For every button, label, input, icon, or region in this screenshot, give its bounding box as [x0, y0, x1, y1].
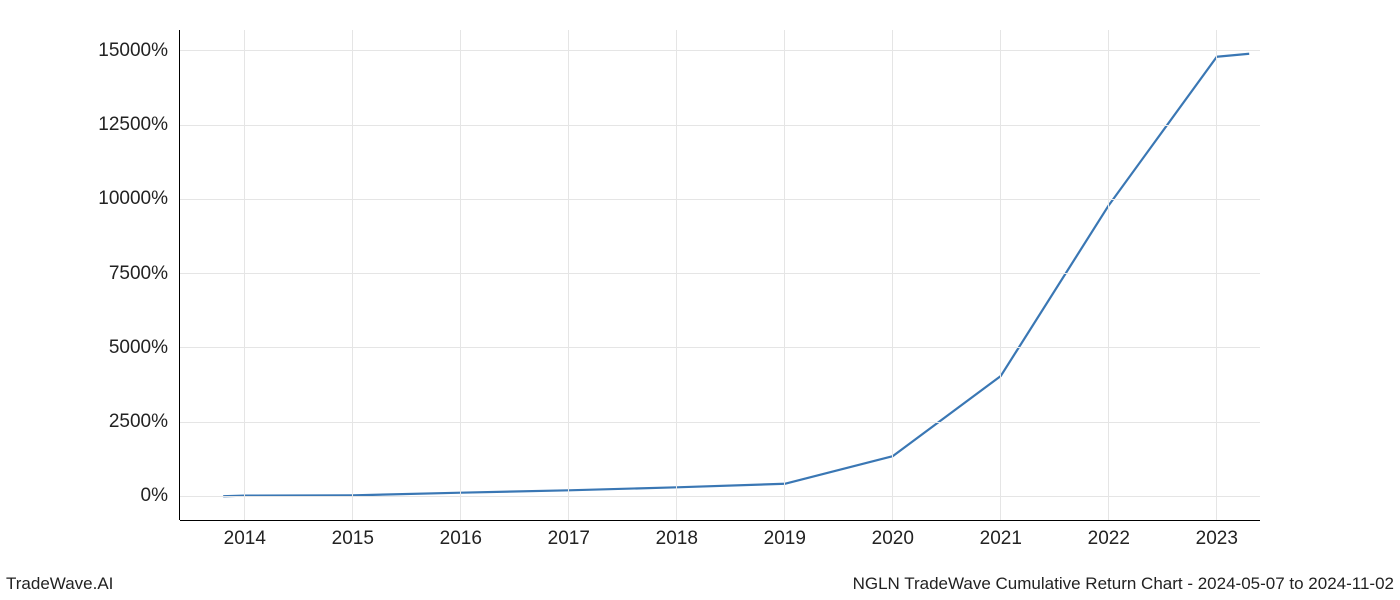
- grid-line-vertical: [568, 30, 569, 520]
- x-tick-label: 2023: [1196, 528, 1238, 550]
- x-tick-label: 2016: [440, 528, 482, 550]
- grid-line-vertical: [892, 30, 893, 520]
- grid-line-horizontal: [180, 50, 1260, 51]
- grid-line-vertical: [1108, 30, 1109, 520]
- grid-line-horizontal: [180, 125, 1260, 126]
- x-tick-label: 2015: [332, 528, 374, 550]
- x-tick-label: 2014: [224, 528, 266, 550]
- x-tick-label: 2021: [980, 528, 1022, 550]
- footer-right-label: NGLN TradeWave Cumulative Return Chart -…: [853, 574, 1394, 594]
- grid-line-vertical: [352, 30, 353, 520]
- x-tick-label: 2018: [656, 528, 698, 550]
- grid-line-vertical: [1216, 30, 1217, 520]
- y-axis-line: [179, 30, 180, 520]
- series-line-cumulative-return: [223, 54, 1249, 496]
- y-tick-label: 12500%: [98, 114, 168, 136]
- grid-line-horizontal: [180, 199, 1260, 200]
- x-tick-label: 2020: [872, 528, 914, 550]
- y-tick-label: 7500%: [109, 263, 168, 285]
- x-axis-line: [180, 520, 1260, 521]
- grid-line-vertical: [784, 30, 785, 520]
- footer-left-label: TradeWave.AI: [6, 574, 113, 594]
- chart-container: 0% 2500% 5000% 7500% 10000% 12500% 15000% 2014 2…: [0, 0, 1400, 600]
- grid-line-horizontal: [180, 273, 1260, 274]
- grid-line-vertical: [1000, 30, 1001, 520]
- grid-line-horizontal: [180, 496, 1260, 497]
- y-tick-label: 0%: [141, 485, 168, 507]
- x-tick-label: 2019: [764, 528, 806, 550]
- y-tick-label: 2500%: [109, 411, 168, 433]
- chart-svg: [0, 0, 1400, 600]
- y-tick-label: 15000%: [98, 40, 168, 62]
- y-tick-label: 10000%: [98, 188, 168, 210]
- grid-line-horizontal: [180, 347, 1260, 348]
- y-tick-label: 5000%: [109, 337, 168, 359]
- grid-line-vertical: [676, 30, 677, 520]
- grid-line-horizontal: [180, 422, 1260, 423]
- x-tick-label: 2017: [548, 528, 590, 550]
- x-tick-label: 2022: [1088, 528, 1130, 550]
- grid-line-vertical: [460, 30, 461, 520]
- grid-line-vertical: [244, 30, 245, 520]
